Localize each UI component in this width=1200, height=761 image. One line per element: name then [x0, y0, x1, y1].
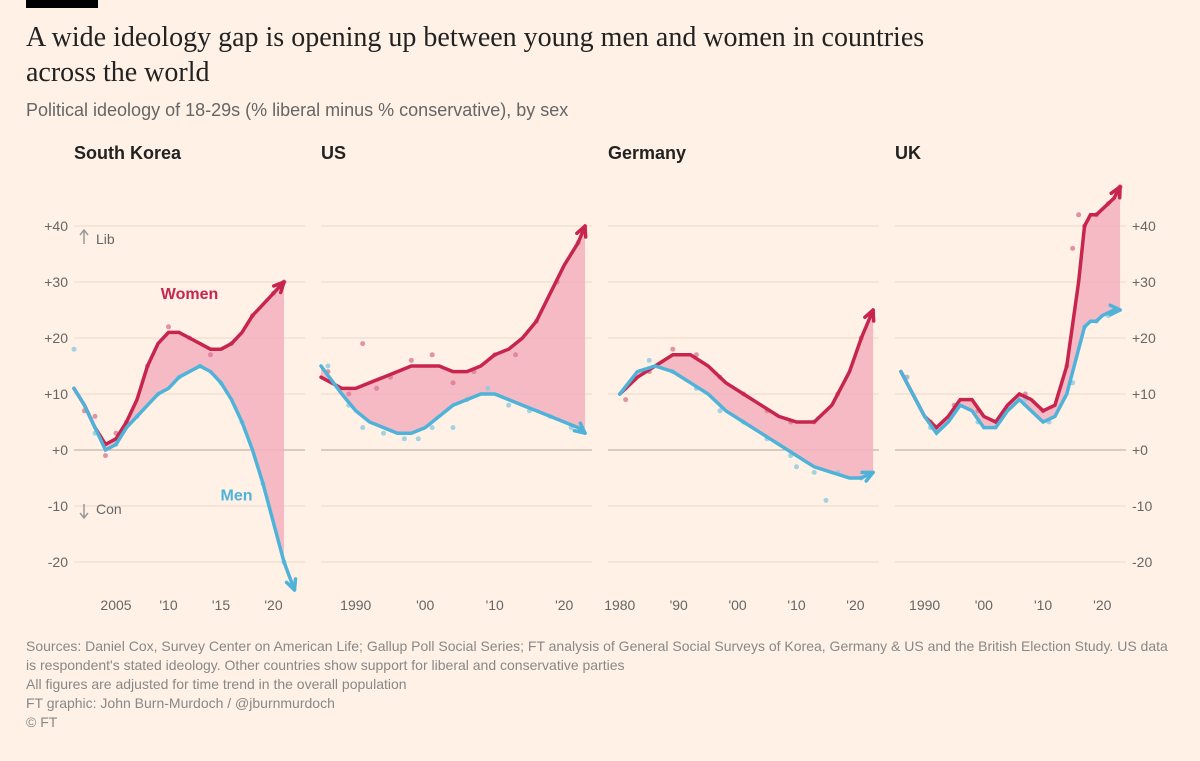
chart-panel: UK -20 -10 +0 +10 +20 +30 +40 1990 '00 '10 '20	[887, 143, 1174, 623]
footer-credit: FT graphic: John Burn-Murdoch / @jburnmu…	[26, 694, 1174, 713]
x-tick-label: '10	[486, 597, 504, 613]
chart-panel: South Korea -20 -10 +0 +10 +20 +30 +40 2005 '10 '1…	[26, 143, 313, 623]
men-dot	[416, 436, 421, 441]
x-tick-label: '00	[975, 597, 993, 613]
y-tick-label: -10	[1132, 498, 1152, 514]
women-dot	[623, 397, 628, 402]
men-dot	[451, 425, 456, 430]
women-dot	[93, 414, 98, 419]
chart-svg: 1990 '00 '10 '20	[313, 170, 600, 618]
men-dot	[647, 358, 652, 363]
y-tick-label: -20	[1132, 554, 1152, 570]
men-dot	[506, 403, 511, 408]
chart-svg: 1980 '90 '00 '10 '20	[600, 170, 887, 618]
men-dot	[485, 386, 490, 391]
panel-title: UK	[887, 143, 1174, 164]
con-annot: Con	[96, 501, 122, 517]
x-tick-label: '10	[1034, 597, 1052, 613]
men-dot	[812, 470, 817, 475]
y-tick-label: -20	[48, 554, 68, 570]
chart-title: A wide ideology gap is opening up betwee…	[26, 20, 926, 90]
x-tick-label: 2005	[100, 597, 131, 613]
y-tick-label: +20	[44, 330, 68, 346]
y-tick-label: +40	[44, 218, 68, 234]
x-tick-label: '20	[846, 597, 864, 613]
x-tick-label: '20	[555, 597, 573, 613]
x-tick-label: '00	[728, 597, 746, 613]
x-tick-label: '15	[212, 597, 230, 613]
men-dot	[794, 464, 799, 469]
chart-subtitle: Political ideology of 18-29s (% liberal …	[26, 100, 1174, 121]
y-tick-label: +30	[44, 274, 68, 290]
women-dot	[103, 453, 108, 458]
plot-area: 1990 '00 '10 '20	[313, 170, 600, 623]
women-dot	[1070, 246, 1075, 251]
chart-svg: -20 -10 +0 +10 +20 +30 +40 1990 '00 '10 '20	[887, 170, 1174, 618]
y-tick-label: +0	[52, 442, 68, 458]
women-dot	[430, 352, 435, 357]
women-dot	[346, 392, 351, 397]
x-tick-label: '00	[416, 597, 434, 613]
x-tick-label: '90	[670, 597, 688, 613]
y-tick-label: +0	[1132, 442, 1148, 458]
footer-sources: Sources: Daniel Cox, Survey Center on Am…	[26, 637, 1174, 675]
footer-note: All figures are adjusted for time trend …	[26, 675, 1174, 694]
accent-bar	[26, 0, 98, 8]
men-dot	[325, 364, 330, 369]
x-tick-label: 1990	[909, 597, 940, 613]
x-tick-label: '20	[264, 597, 282, 613]
men-dot	[72, 347, 77, 352]
y-tick-label: -10	[48, 498, 68, 514]
women-dot	[1076, 212, 1081, 217]
x-tick-label: '20	[1093, 597, 1111, 613]
plot-area: -20 -10 +0 +10 +20 +30 +40 1990 '00 '10 '20	[887, 170, 1174, 623]
women-dot	[513, 352, 518, 357]
y-tick-label: +40	[1132, 218, 1156, 234]
chart-container: A wide ideology gap is opening up betwee…	[0, 8, 1200, 623]
men-dot	[430, 425, 435, 430]
men-dot	[402, 436, 407, 441]
chart-footer: Sources: Daniel Cox, Survey Center on Am…	[0, 623, 1200, 731]
women-dot	[374, 386, 379, 391]
panel-title: South Korea	[26, 143, 313, 164]
x-tick-label: '10	[159, 597, 177, 613]
women-dot	[670, 347, 675, 352]
y-tick-label: +20	[1132, 330, 1156, 346]
panel-title: US	[313, 143, 600, 164]
y-tick-label: +10	[44, 386, 68, 402]
gap-area	[74, 282, 284, 562]
women-dot	[451, 380, 456, 385]
men-dot	[823, 498, 828, 503]
chart-panel: US 1990 '00 '10 '20	[313, 143, 600, 623]
men-dot	[360, 425, 365, 430]
y-tick-label: +10	[1132, 386, 1156, 402]
chart-svg: -20 -10 +0 +10 +20 +30 +40 2005 '10 '15 '20 Lib Con W…	[26, 170, 313, 618]
women-label: Women	[161, 286, 218, 303]
gap-area	[321, 226, 585, 433]
panel-title: Germany	[600, 143, 887, 164]
men-label: Men	[221, 487, 253, 504]
up-arrow-icon	[80, 230, 88, 244]
plot-area: -20 -10 +0 +10 +20 +30 +40 2005 '10 '15 '20 Lib Con W…	[26, 170, 313, 623]
x-tick-label: 1990	[340, 597, 371, 613]
women-dot	[208, 352, 213, 357]
women-dot	[166, 324, 171, 329]
plot-area: 1980 '90 '00 '10 '20	[600, 170, 887, 623]
women-dot	[360, 341, 365, 346]
men-dot	[381, 431, 386, 436]
x-tick-label: '10	[787, 597, 805, 613]
lib-annot: Lib	[96, 231, 115, 247]
footer-copyright: © FT	[26, 713, 1174, 732]
y-tick-label: +30	[1132, 274, 1156, 290]
charts-row: South Korea -20 -10 +0 +10 +20 +30 +40 2005 '10 '1…	[26, 143, 1174, 623]
chart-panel: Germany 1980 '90 '00 '10 '20	[600, 143, 887, 623]
women-dot	[409, 358, 414, 363]
x-tick-label: 1980	[604, 597, 635, 613]
men-line	[901, 310, 1120, 433]
